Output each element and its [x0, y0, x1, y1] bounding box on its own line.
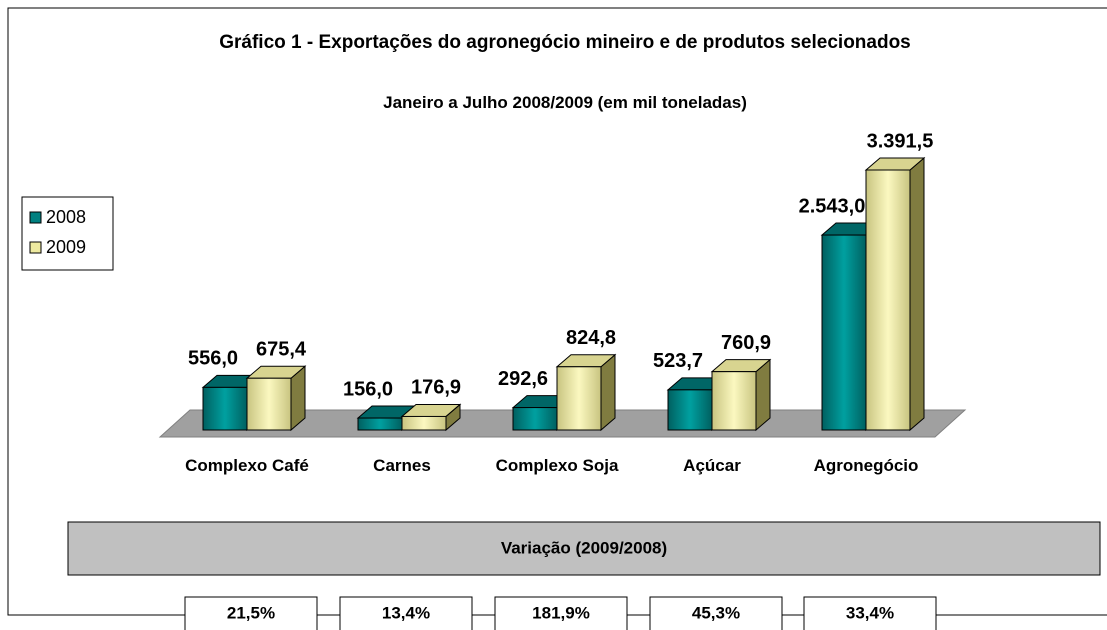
- variation-value: 13,4%: [382, 603, 430, 622]
- bar: [555, 353, 617, 432]
- bar: [864, 156, 926, 432]
- value-label: 675,4: [256, 339, 307, 361]
- x-tick-label: Carnes: [373, 456, 431, 475]
- variation-cell: [494, 596, 628, 630]
- legend-label: 2009: [46, 237, 86, 257]
- legend-swatch: [29, 241, 42, 254]
- legend-swatch: [29, 211, 42, 224]
- variation-value: 33,4%: [846, 603, 894, 622]
- value-label: 3.391,5: [867, 130, 934, 152]
- variation-bar: [67, 521, 1101, 576]
- x-tick-label: Complexo Café: [185, 456, 309, 475]
- variation-cell: [184, 596, 318, 630]
- bar: [710, 358, 772, 432]
- value-label: 824,8: [566, 327, 616, 349]
- value-label: 2.543,0: [799, 195, 866, 217]
- variation-title: Variação (2009/2008): [501, 538, 667, 557]
- value-label: 760,9: [721, 332, 771, 354]
- variation-value: 21,5%: [227, 603, 275, 622]
- legend-label: 2008: [46, 207, 86, 227]
- variation-value: 181,9%: [532, 603, 590, 622]
- variation-cell: [649, 596, 783, 630]
- x-tick-label: Complexo Soja: [495, 456, 619, 475]
- value-label: 156,0: [343, 378, 393, 400]
- variation-cell: [339, 596, 473, 630]
- variation-value: 45,3%: [692, 603, 740, 622]
- variation-cell: [803, 596, 937, 630]
- value-label: 523,7: [653, 350, 703, 372]
- x-tick-label: Açúcar: [683, 456, 741, 475]
- legend-box: [21, 196, 114, 271]
- value-label: 556,0: [188, 348, 238, 370]
- bar: [400, 403, 462, 432]
- value-label: 176,9: [411, 377, 461, 399]
- value-label: 292,6: [498, 368, 548, 390]
- bar: [245, 365, 307, 432]
- chart-title: Gráfico 1 - Exportações do agronegócio m…: [219, 32, 911, 53]
- x-tick-label: Agronegócio: [813, 456, 919, 475]
- chart-subtitle: Janeiro a Julho 2008/2009 (em mil tonela…: [383, 93, 747, 112]
